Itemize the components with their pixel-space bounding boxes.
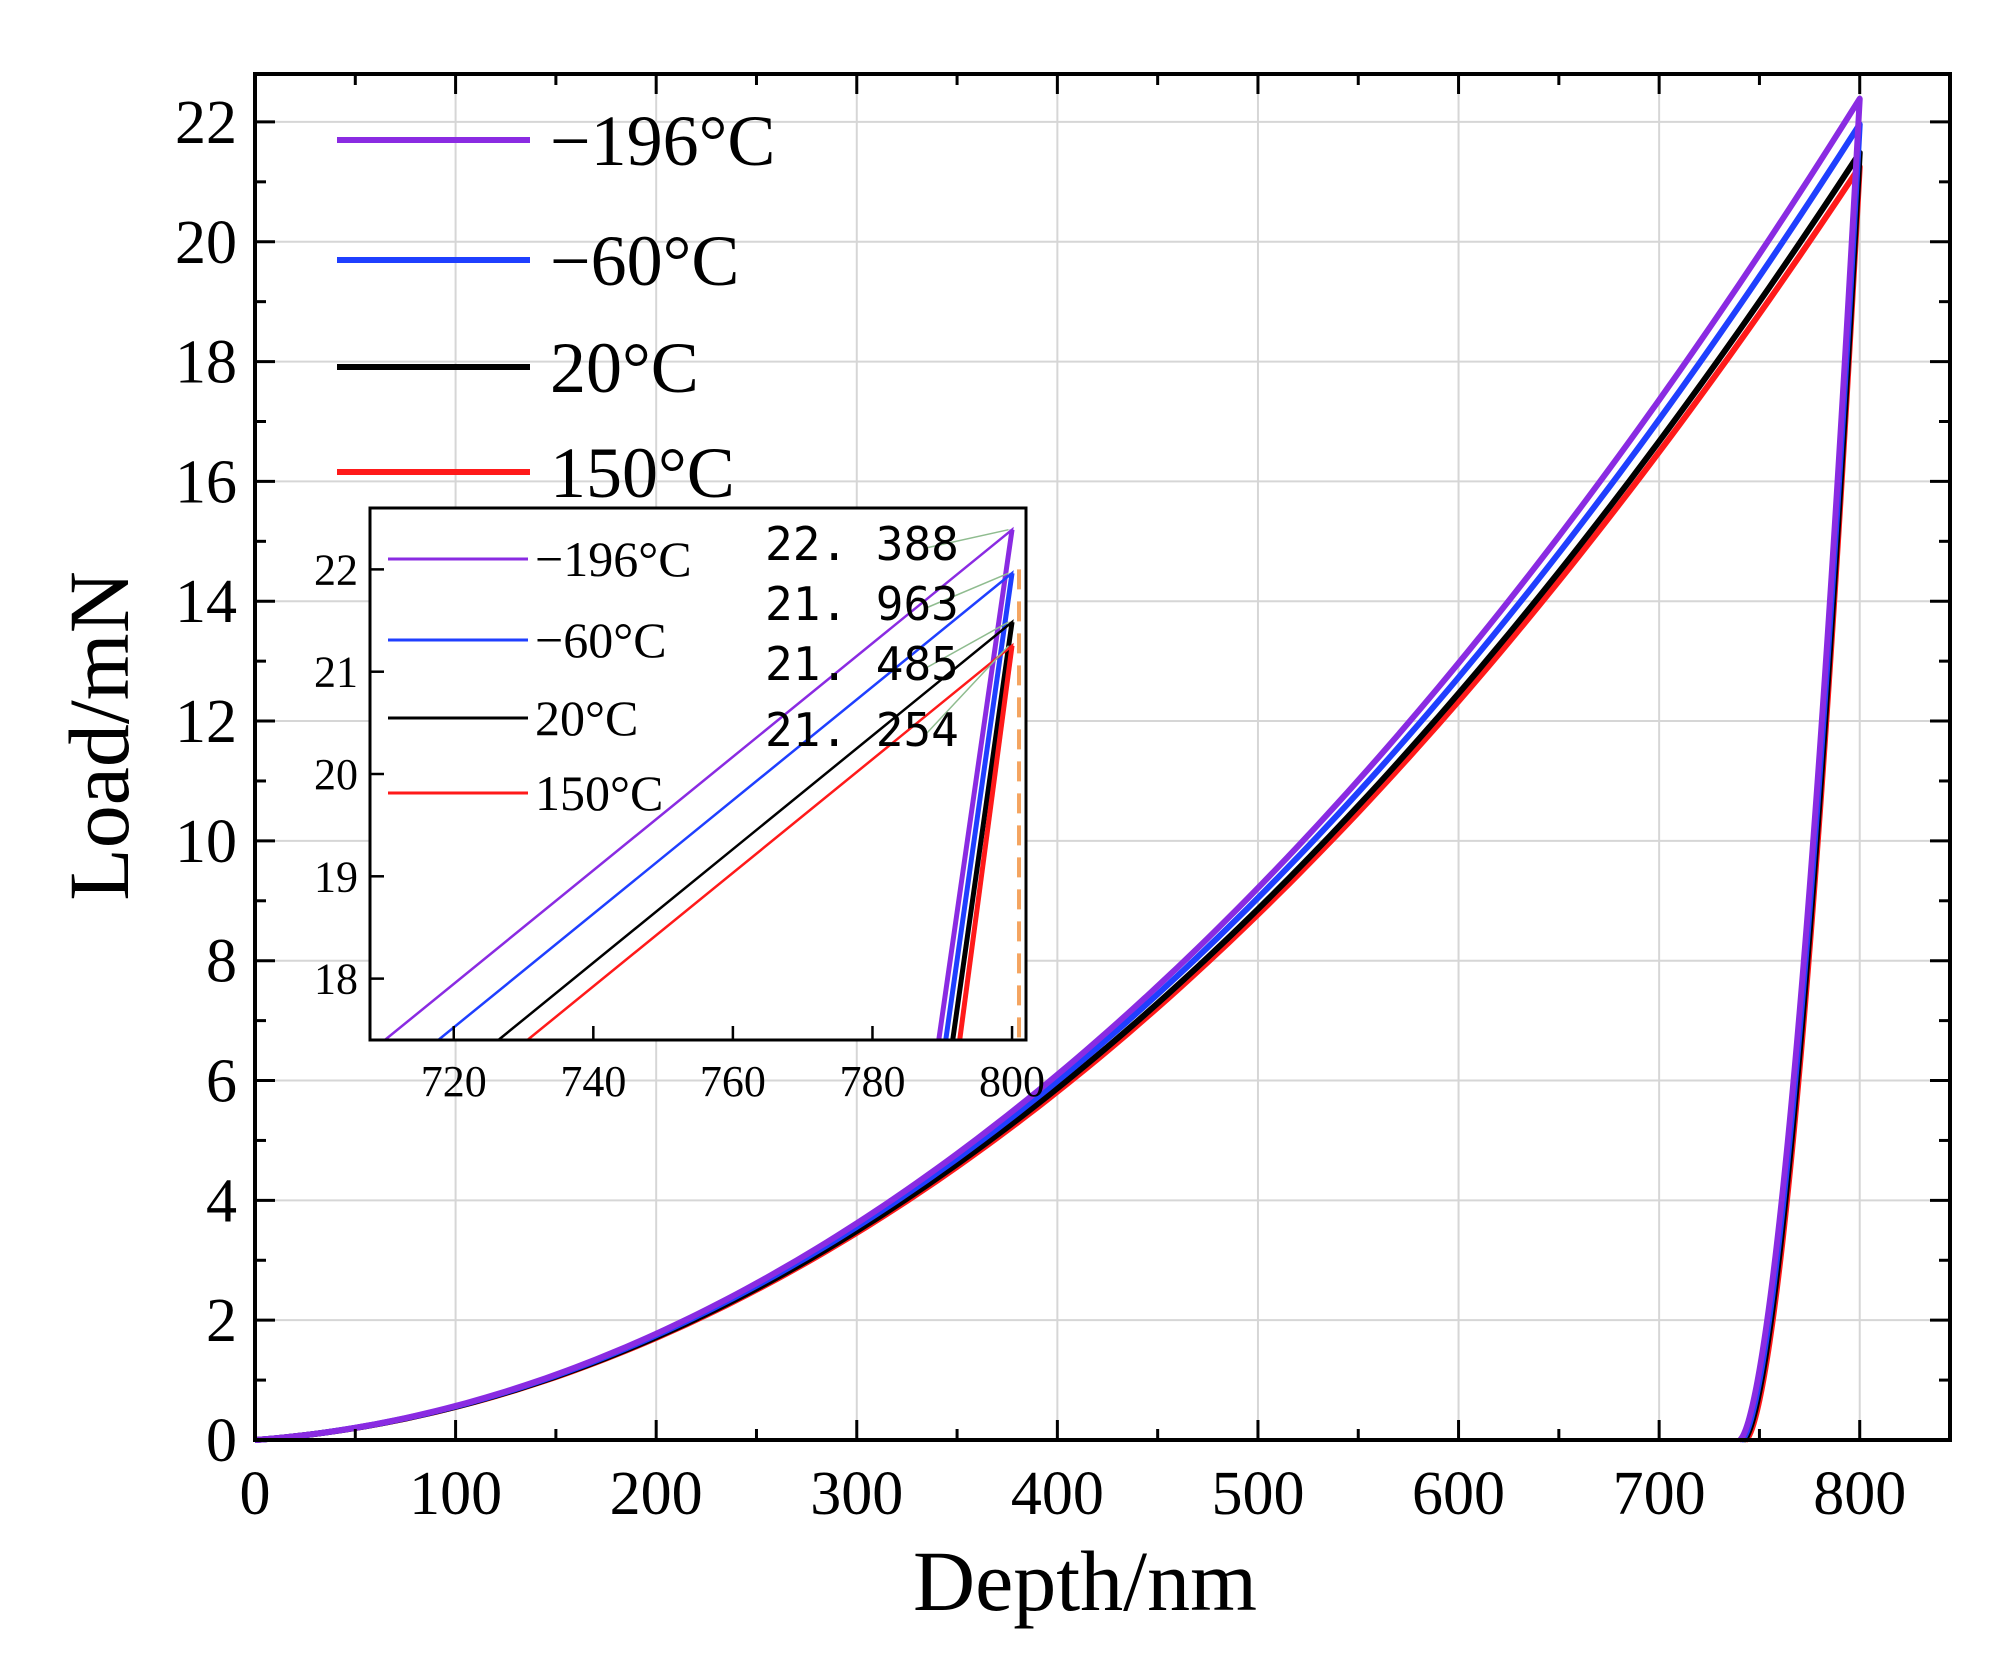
- y-tick-label: 12: [175, 688, 237, 756]
- y-tick-label: 2: [206, 1287, 237, 1355]
- inset-x-tick-label: 800: [979, 1057, 1045, 1106]
- main-series: [254, 95, 1863, 1443]
- inset-unload-line-2: [950, 621, 1015, 1040]
- x-tick-label: 400: [1011, 1460, 1104, 1528]
- annotation-label-1: 21. 963: [765, 577, 959, 631]
- inset-legend-label-2: 20°C: [535, 690, 638, 746]
- x-tick-label: 500: [1211, 1460, 1304, 1528]
- legend-label-3: 150°C: [550, 433, 735, 513]
- main-ticks: 0 100 200 300 400 500 600 700 800 0 2 4 6 8 10 12 14 16 18…: [175, 74, 1950, 1528]
- y-tick-label: 4: [206, 1167, 237, 1235]
- x-tick-label: 700: [1613, 1460, 1706, 1528]
- y-axis-title: Load/mN: [51, 571, 147, 901]
- inset-x-tick-label: 780: [839, 1057, 905, 1106]
- main-plot-frame: [253, 72, 1952, 1442]
- x-tick-label: 200: [610, 1460, 703, 1528]
- annotation-label-2: 21. 485: [765, 637, 959, 691]
- inset-chart: 720 740 760 780 800 18 19 20 21 22 −196°C −60°C 20°…: [314, 506, 1045, 1106]
- legend-label-0: −196°C: [550, 101, 775, 181]
- inset-legend: −196°C −60°C 20°C 150°C: [388, 531, 692, 821]
- legend-label-2: 20°C: [550, 328, 699, 408]
- series-line-0: [254, 95, 1863, 1443]
- inset-x-tick-label: 760: [700, 1057, 766, 1106]
- annotation-leader-2: [925, 621, 1009, 669]
- inset-annotations: 22. 388 21. 963 21. 485 21. 254: [765, 517, 1010, 757]
- x-tick-label: 100: [409, 1460, 502, 1528]
- annotation-leader-1: [925, 572, 1009, 609]
- inset-unload-line-3: [957, 645, 1015, 1040]
- inset-legend-label-1: −60°C: [535, 612, 667, 668]
- inset-y-tick-label: 18: [314, 955, 358, 1004]
- annotation-leader-0: [925, 528, 1009, 549]
- inset-unload-line-1: [943, 572, 1015, 1040]
- x-tick-label: 0: [240, 1460, 271, 1528]
- y-tick-label: 22: [175, 89, 237, 157]
- inset-legend-label-3: 150°C: [535, 765, 663, 821]
- y-tick-label: 14: [175, 568, 237, 636]
- y-tick-label: 18: [175, 329, 237, 397]
- x-axis-title: Depth/nm: [913, 1533, 1257, 1629]
- annotation-label-3: 21. 254: [765, 703, 959, 757]
- inset-y-tick-label: 19: [314, 852, 358, 901]
- inset-background: [370, 508, 1026, 1040]
- inset-unload-line-0: [936, 529, 1015, 1040]
- inset-x-tick-label: 720: [421, 1057, 487, 1106]
- inset-series: [384, 526, 1022, 1040]
- x-tick-label: 300: [810, 1460, 903, 1528]
- y-tick-label: 16: [175, 448, 237, 516]
- legend-label-1: −60°C: [550, 221, 739, 301]
- inset-x-tick-label: 740: [560, 1057, 626, 1106]
- y-tick-label: 8: [206, 928, 237, 996]
- inset-y-tick-label: 20: [314, 750, 358, 799]
- annotation-leader-3: [925, 645, 1010, 735]
- inset-y-tick-label: 22: [314, 545, 358, 594]
- x-tick-label: 800: [1813, 1460, 1906, 1528]
- annotation-label-0: 22. 388: [765, 517, 959, 571]
- y-tick-label: 0: [206, 1407, 237, 1475]
- y-tick-label: 6: [206, 1048, 237, 1116]
- main-legend: −196°C −60°C 20°C 150°C: [337, 101, 775, 513]
- y-tick-label: 20: [175, 209, 237, 277]
- x-tick-label: 600: [1412, 1460, 1505, 1528]
- inset-ticks: 720 740 760 780 800 18 19 20 21 22: [314, 545, 1045, 1106]
- inset-y-tick-label: 21: [314, 648, 358, 697]
- inset-legend-label-0: −196°C: [535, 531, 692, 587]
- y-tick-label: 10: [175, 808, 237, 876]
